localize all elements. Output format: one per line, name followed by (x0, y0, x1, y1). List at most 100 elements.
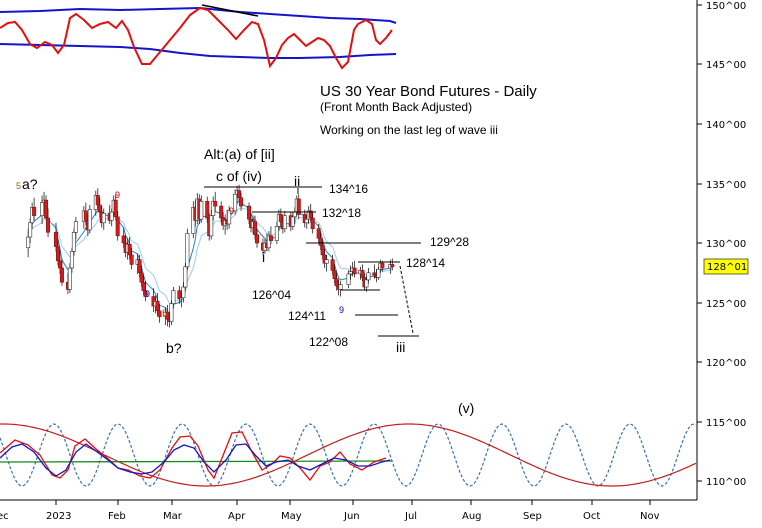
candle-body (205, 201, 210, 219)
candle (87, 204, 92, 234)
candle-body (364, 279, 369, 288)
cycle-dashed (0, 423, 697, 487)
candle (213, 191, 218, 213)
wave-label-b: b? (166, 340, 182, 356)
top-oscillator-line (0, 6, 393, 70)
candle-body (143, 290, 148, 297)
level-label-126-04: 126^04 (252, 288, 291, 302)
candle (282, 210, 287, 233)
candle-body (157, 310, 162, 318)
y-tick-120: 120^00 (706, 358, 746, 369)
candle-body (71, 231, 76, 252)
candle-body (155, 301, 160, 312)
chart-title: US 30 Year Bond Futures - Daily (320, 83, 537, 100)
cycle-midline (0, 460, 393, 463)
candle-body (292, 211, 297, 218)
candle-body (95, 195, 100, 206)
candle-body (268, 235, 273, 241)
candle (183, 263, 188, 291)
y-tick-150: 150^00 (706, 1, 746, 12)
top-oscillator-trendline (201, 4, 259, 17)
x-tick-nov: Nov (640, 511, 660, 522)
candle-body (360, 270, 365, 278)
candle-body (26, 236, 31, 249)
seq-count-2: 9 (115, 190, 120, 200)
candle-body (169, 303, 174, 322)
candle-body (239, 197, 244, 207)
candle-body (115, 216, 120, 237)
candle (46, 208, 51, 238)
candle-body (290, 216, 295, 227)
candle-body (139, 272, 144, 283)
candle-body (274, 226, 279, 241)
y-tick-130: 130^00 (706, 239, 746, 250)
candle-body (346, 273, 351, 285)
candle-body (44, 199, 49, 219)
x-tick-jul: Jul (404, 511, 417, 522)
x-tick-sep: Sep (523, 511, 542, 522)
candle-body (304, 218, 309, 224)
y-tick-125: 125^00 (706, 299, 746, 310)
candle-body (46, 217, 51, 233)
candle-body (55, 246, 60, 262)
candle-body (366, 272, 371, 281)
candle-body (67, 267, 72, 290)
candle-body (338, 284, 343, 290)
seq-count-5: 9 (229, 206, 234, 216)
projection-dashed (399, 265, 414, 334)
candle-body (376, 268, 381, 278)
last-price-tag: 128^01 (703, 258, 749, 275)
candle-body (83, 210, 88, 221)
wave-label-ii: ii (294, 173, 300, 189)
wave-label-c-of-iv: c of (iv) (216, 168, 262, 184)
candle-body (372, 272, 377, 276)
candle (254, 228, 259, 248)
cycle-price-red (0, 431, 387, 482)
candle-body (219, 205, 224, 219)
candle-body (73, 221, 78, 233)
candle-body (320, 245, 325, 256)
candle-body (181, 286, 186, 299)
candle-body (97, 204, 102, 213)
level-label-124-11: 124^11 (288, 309, 326, 323)
candle (268, 226, 273, 245)
x-ticks: ec 2023 Feb Mar Apr May Jun Jul Aug Sep … (0, 511, 660, 522)
candle (73, 216, 78, 240)
candle (239, 193, 244, 211)
level-label-134-16: 134^16 (329, 182, 368, 196)
top-oscillator (0, 4, 397, 70)
candle-body (199, 201, 204, 220)
candle-body (109, 211, 114, 221)
candle (338, 281, 343, 297)
candle (366, 267, 371, 284)
candle-body (69, 251, 74, 269)
last-price-label: 128^01 (707, 262, 747, 273)
candle-body (171, 290, 176, 304)
candle (59, 258, 64, 286)
chart-subtitle: (Front Month Back Adjusted) (320, 100, 472, 114)
seq-count-4: 5 (162, 308, 167, 318)
candle (352, 260, 357, 278)
candle (390, 258, 395, 271)
candle-body (334, 278, 339, 287)
cycle-overlay (0, 423, 697, 487)
level-label-128-14: 128^14 (406, 256, 445, 270)
chart-note: Working on the last leg of wave iii (320, 123, 498, 137)
candle-body (278, 214, 283, 222)
candle (171, 287, 176, 309)
top-oscillator-lower-band (0, 43, 397, 59)
x-tick-2023: 2023 (46, 511, 71, 522)
candle-body (324, 259, 329, 264)
level-label-132-18: 132^18 (322, 206, 361, 220)
x-tick-oct: Oct (583, 511, 600, 522)
candle-body (137, 259, 142, 274)
candle (32, 197, 37, 221)
candles (26, 184, 395, 328)
candle (157, 303, 162, 323)
candle (227, 206, 232, 229)
candle-body (390, 264, 395, 268)
candle-body (352, 267, 357, 275)
candle-body (282, 215, 287, 230)
wave-label-i: i (262, 249, 265, 265)
